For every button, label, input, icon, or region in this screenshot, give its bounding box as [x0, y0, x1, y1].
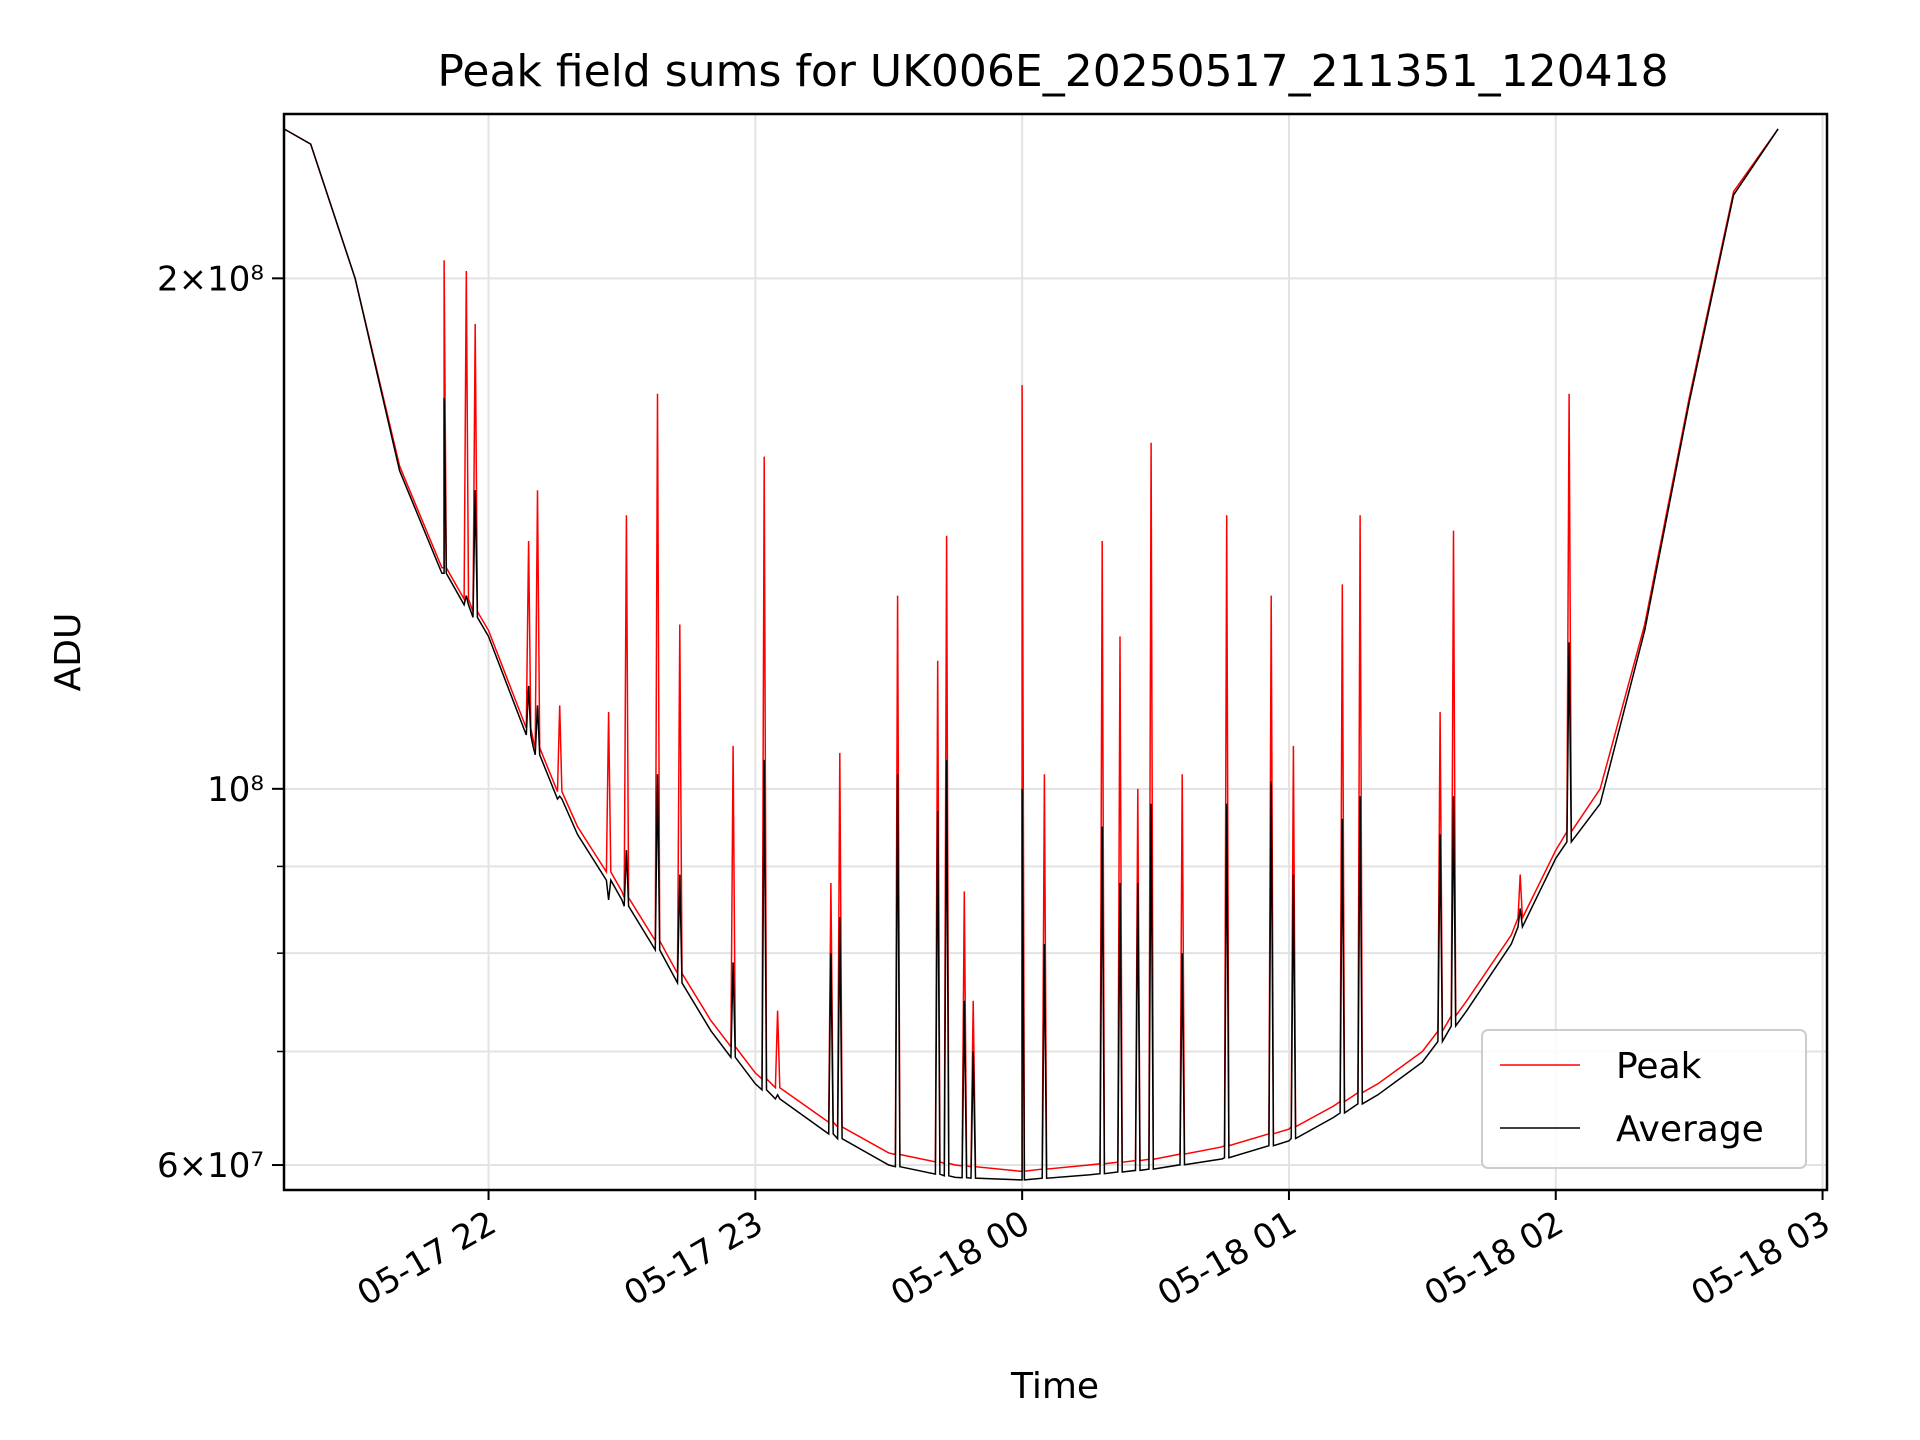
y-tick-label: 10⁸ — [207, 770, 264, 810]
series-average-line — [283, 128, 1779, 1181]
legend: Peak Average — [1481, 1029, 1807, 1169]
chart-title: Peak field sums for UK006E_20250517_2113… — [437, 46, 1668, 97]
y-tick-label: 6×10⁷ — [157, 1146, 264, 1186]
x-axis-label: Time — [1010, 1366, 1099, 1407]
legend-average-label: Average — [1616, 1109, 1764, 1150]
y-axis-label: ADU — [48, 613, 89, 692]
legend-peak-label: Peak — [1616, 1046, 1702, 1087]
y-axis: 6×10⁷ 10⁸ 2×10⁸ — [157, 259, 284, 1186]
y-tick-label: 2×10⁸ — [157, 259, 264, 299]
series-layer — [283, 128, 1779, 1181]
plot-area-frame — [282, 112, 1829, 1192]
